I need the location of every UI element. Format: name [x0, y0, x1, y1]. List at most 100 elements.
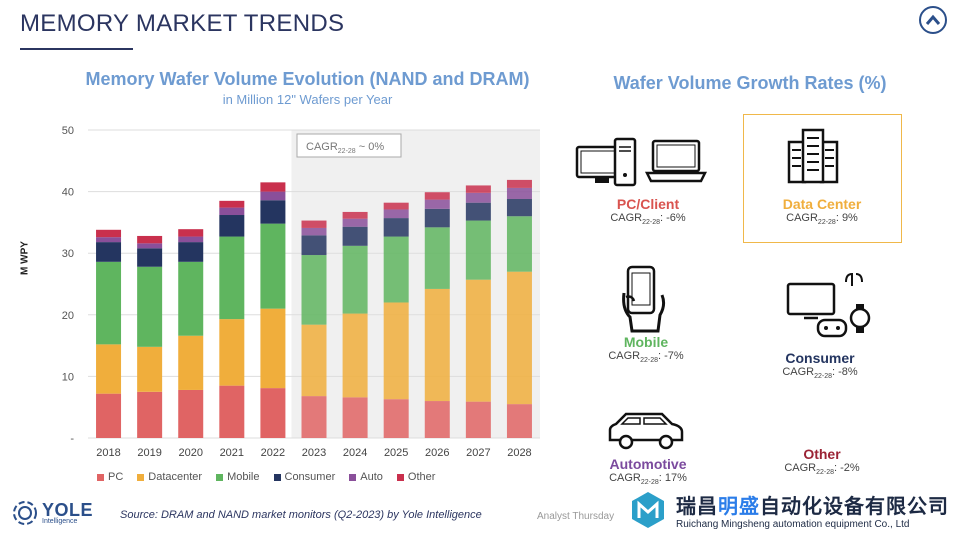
smartphone-hand-icon [622, 265, 666, 333]
bar-segment [219, 215, 245, 237]
x-tick-label: 2021 [220, 447, 244, 459]
bar-segment [137, 266, 163, 347]
bar-segment [219, 319, 245, 386]
bar-segment [506, 179, 532, 188]
segment-name: Consumer [785, 350, 855, 366]
bar-segment [383, 302, 409, 400]
legend-label: Auto [360, 471, 383, 483]
legend-item: Auto [349, 471, 383, 483]
legend-swatch [137, 473, 145, 481]
bar-segment [383, 209, 409, 219]
chart-legend: PC Datacenter Mobile Consumer Auto Other [97, 471, 435, 483]
yole-logo[interactable]: YOLE Intelligence [12, 500, 93, 526]
bar-segment [465, 220, 491, 280]
legend-item: PC [97, 471, 123, 483]
x-tick-label: 2020 [178, 447, 202, 459]
segment-name: PC/Client [616, 196, 680, 212]
bar-segment [96, 393, 122, 438]
bar-segment [506, 404, 532, 438]
legend-swatch [97, 473, 104, 481]
bar-segment [506, 216, 532, 272]
x-tick-label: 2025 [384, 447, 408, 459]
bar-segment [342, 397, 368, 438]
segment-cagr: CAGR22-28: 9% [786, 212, 858, 227]
bar-segment [219, 200, 245, 208]
bar-segment [301, 396, 327, 438]
segment-automotive: Automotive CAGR22-28: 17% [578, 456, 718, 486]
bar-segment [260, 182, 286, 192]
bar-segment [383, 218, 409, 237]
pc-client-icon [575, 137, 707, 187]
bar-segment [465, 401, 491, 438]
bar-segment [301, 227, 327, 236]
bar-segment [465, 185, 491, 193]
analyst-label: Analyst Thursday [537, 511, 615, 522]
segment-name: Mobile [623, 334, 669, 350]
segment-name: Data Center [782, 196, 862, 212]
y-tick-label: 30 [62, 248, 74, 260]
bar-segment [342, 211, 368, 219]
watermark: 瑞昌明盛自动化设备有限公司 Ruichang Mingsheng automat… [628, 490, 949, 530]
legend-swatch [216, 473, 224, 481]
bar-segment [424, 227, 450, 289]
scroll-up-button[interactable] [919, 6, 947, 34]
growth-rates-title: Wafer Volume Growth Rates (%) [613, 73, 887, 93]
legend-swatch [273, 473, 281, 481]
x-tick-label: 2018 [96, 447, 120, 459]
bar-segment [178, 261, 204, 336]
chart-subtitle: in Million 12" Wafers per Year [222, 92, 393, 107]
bar-segment [96, 261, 122, 345]
bar-segment [301, 255, 327, 325]
bar-segment [178, 242, 204, 262]
company-hex-logo-icon [632, 492, 664, 528]
legend-item: Consumer [273, 471, 336, 483]
legend-label: PC [108, 471, 124, 483]
bar-segment [424, 288, 450, 402]
y-tick-label: 40 [62, 187, 74, 199]
bar-segment [301, 324, 327, 397]
segment-other: Other CAGR22-28: -2% [752, 446, 892, 476]
bar-segment [383, 202, 409, 210]
legend-label: Other [407, 471, 436, 483]
bar-segment [219, 207, 245, 216]
bar-segment [342, 245, 368, 314]
legend-label: Datacenter [148, 471, 203, 483]
bar-segment [465, 192, 491, 203]
bar-segment [342, 226, 368, 246]
bar-segment [96, 344, 122, 394]
segment-cagr: CAGR22-28: -8% [782, 366, 858, 381]
legend-swatch [349, 473, 357, 481]
bar-segment [506, 187, 532, 199]
x-tick-label: 2022 [261, 447, 285, 459]
bar-segment [424, 401, 450, 438]
bar-segment [506, 198, 532, 217]
bar-segment [96, 229, 122, 238]
x-tick-label: 2024 [343, 447, 367, 459]
segment-mobile: Mobile CAGR22-28: -7% [576, 334, 716, 364]
bar-segment [383, 399, 409, 438]
bar-segment [178, 229, 204, 237]
bar-segment [137, 243, 163, 249]
legend-swatch [396, 473, 404, 481]
data-center-highlight-box [743, 114, 902, 243]
server-rack-icon [787, 128, 839, 184]
bar-segment [137, 346, 163, 392]
segment-cagr: CAGR22-28: -6% [610, 212, 686, 227]
x-tick-label: 2026 [425, 447, 449, 459]
watermark-chinese: 瑞昌明盛自动化设备有限公司 [676, 496, 949, 518]
legend-item: Other [396, 471, 436, 483]
bar-segment [96, 242, 122, 262]
bar-segment [178, 335, 204, 390]
y-tick-label: 10 [62, 371, 74, 383]
legend-label: Consumer [284, 471, 336, 483]
legend-label: Mobile [227, 471, 260, 483]
source-note: Source: DRAM and NAND market monitors (Q… [120, 509, 482, 521]
logo-text: YOLE [42, 499, 94, 520]
segment-consumer: Consumer CAGR22-28: -8% [750, 350, 890, 380]
y-tick-label: 20 [62, 310, 74, 322]
logo-subtext: Intelligence [42, 517, 78, 525]
x-tick-label: 2027 [466, 447, 490, 459]
car-icon [608, 412, 684, 450]
bar-segment [219, 385, 245, 438]
bar-segment [219, 236, 245, 320]
